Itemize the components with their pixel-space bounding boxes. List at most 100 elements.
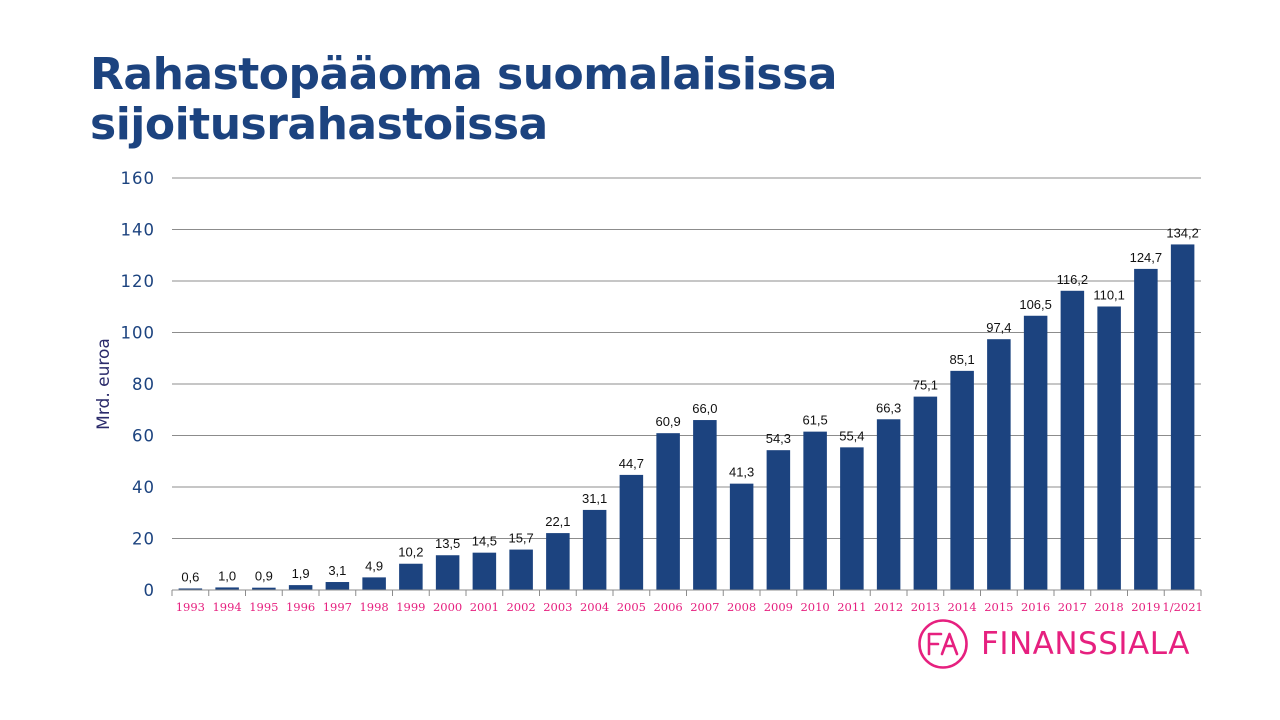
value-label: 124,7 bbox=[1130, 250, 1163, 265]
x-tick-label: 2001 bbox=[470, 600, 499, 614]
bar bbox=[399, 563, 423, 590]
x-tick-label: 2015 bbox=[984, 600, 1013, 614]
bar bbox=[656, 433, 680, 590]
value-label: 10,2 bbox=[398, 545, 423, 560]
value-label: 110,1 bbox=[1093, 287, 1125, 302]
value-label: 13,5 bbox=[435, 536, 460, 551]
bar bbox=[1134, 268, 1158, 590]
value-label: 0,6 bbox=[181, 569, 199, 584]
x-tick-label: 1994 bbox=[212, 600, 241, 614]
bar bbox=[840, 447, 864, 590]
bar bbox=[288, 585, 313, 590]
value-label: 41,3 bbox=[729, 465, 754, 480]
title-line-2: sijoitusrahastoissa bbox=[90, 99, 548, 150]
bar bbox=[215, 587, 239, 590]
value-label: 31,1 bbox=[582, 491, 607, 506]
value-label: 60,9 bbox=[655, 414, 680, 429]
fa-circle-logo-icon bbox=[918, 619, 968, 669]
y-tick-label: 120 bbox=[121, 272, 156, 291]
bar bbox=[619, 474, 644, 590]
brand-logo: FINANSSIALA bbox=[917, 618, 1190, 670]
bar bbox=[1060, 290, 1085, 590]
value-label: 4,9 bbox=[365, 558, 383, 573]
x-tick-label: 2009 bbox=[764, 600, 793, 614]
bar bbox=[472, 552, 497, 590]
x-tick-label: 1/2021 bbox=[1162, 600, 1202, 614]
bar bbox=[1097, 306, 1121, 590]
value-label: 66,0 bbox=[692, 401, 717, 416]
value-label: 116,2 bbox=[1057, 272, 1089, 287]
bar bbox=[1170, 244, 1195, 590]
value-label: 22,1 bbox=[545, 514, 570, 529]
value-label: 97,4 bbox=[986, 320, 1011, 335]
x-tick-label: 2010 bbox=[800, 600, 829, 614]
value-label: 85,1 bbox=[949, 352, 974, 367]
bar bbox=[509, 549, 533, 590]
y-tick-label: 0 bbox=[144, 581, 156, 600]
bar bbox=[362, 577, 386, 590]
title-line-1: Rahastopääoma suomalaisissa bbox=[90, 49, 837, 100]
bar bbox=[546, 533, 570, 590]
value-label: 14,5 bbox=[472, 534, 497, 549]
bar bbox=[435, 555, 460, 590]
y-tick-label: 20 bbox=[132, 530, 155, 549]
x-tick-label: 2011 bbox=[837, 600, 866, 614]
y-tick-label: 140 bbox=[121, 221, 156, 240]
value-label: 1,9 bbox=[292, 566, 310, 581]
y-tick-label: 100 bbox=[121, 324, 156, 343]
y-tick-label: 40 bbox=[132, 478, 155, 497]
x-tick-label: 2017 bbox=[1058, 600, 1087, 614]
value-label: 1,0 bbox=[218, 568, 236, 583]
x-tick-label: 2002 bbox=[506, 600, 535, 614]
value-label: 75,1 bbox=[913, 378, 938, 393]
bar bbox=[913, 396, 938, 590]
x-tick-label: 2000 bbox=[433, 600, 462, 614]
bar bbox=[1023, 315, 1048, 590]
bar bbox=[178, 588, 203, 590]
x-tick-label: 2016 bbox=[1021, 600, 1050, 614]
x-tick-label: 2006 bbox=[653, 600, 682, 614]
value-label: 54,3 bbox=[766, 431, 791, 446]
x-tick-label: 1995 bbox=[249, 600, 278, 614]
bar bbox=[950, 370, 974, 590]
bar bbox=[693, 420, 717, 590]
value-label: 134,2 bbox=[1166, 225, 1199, 240]
value-label: 66,3 bbox=[876, 400, 901, 415]
bar bbox=[803, 431, 827, 590]
x-tick-label: 2003 bbox=[543, 600, 572, 614]
value-label: 15,7 bbox=[508, 531, 533, 546]
x-tick-label: 2012 bbox=[874, 600, 903, 614]
bar bbox=[582, 509, 607, 590]
x-tick-label: 2019 bbox=[1131, 600, 1160, 614]
x-tick-label: 2004 bbox=[580, 600, 609, 614]
value-label: 106,5 bbox=[1019, 297, 1052, 312]
bar bbox=[766, 450, 791, 590]
x-tick-label: 2013 bbox=[911, 600, 940, 614]
x-tick-label: 1996 bbox=[286, 600, 315, 614]
value-label: 44,7 bbox=[619, 456, 644, 471]
page-title: Rahastopääoma suomalaisissa sijoitusraha… bbox=[90, 50, 1090, 150]
bar bbox=[729, 483, 754, 590]
x-tick-label: 2018 bbox=[1094, 600, 1123, 614]
bar bbox=[325, 582, 350, 590]
x-tick-label: 1997 bbox=[323, 600, 352, 614]
x-tick-label: 1998 bbox=[359, 600, 388, 614]
x-tick-label: 2014 bbox=[947, 600, 976, 614]
value-label: 55,4 bbox=[839, 428, 864, 443]
y-axis-label: Mrd. euroa bbox=[94, 338, 114, 430]
x-tick-label: 1999 bbox=[396, 600, 425, 614]
bar bbox=[987, 339, 1011, 590]
y-tick-label: 80 bbox=[132, 375, 155, 394]
brand-name: FINANSSIALA bbox=[981, 626, 1190, 662]
y-tick-label: 160 bbox=[121, 169, 156, 188]
bar bbox=[876, 419, 901, 590]
x-tick-label: 2005 bbox=[617, 600, 646, 614]
bar bbox=[252, 587, 276, 590]
x-tick-label: 2008 bbox=[727, 600, 756, 614]
x-tick-label: 1993 bbox=[176, 600, 205, 614]
value-label: 61,5 bbox=[802, 413, 827, 428]
value-label: 0,9 bbox=[255, 569, 273, 584]
y-tick-label: 60 bbox=[132, 427, 155, 446]
value-label: 3,1 bbox=[328, 563, 346, 578]
